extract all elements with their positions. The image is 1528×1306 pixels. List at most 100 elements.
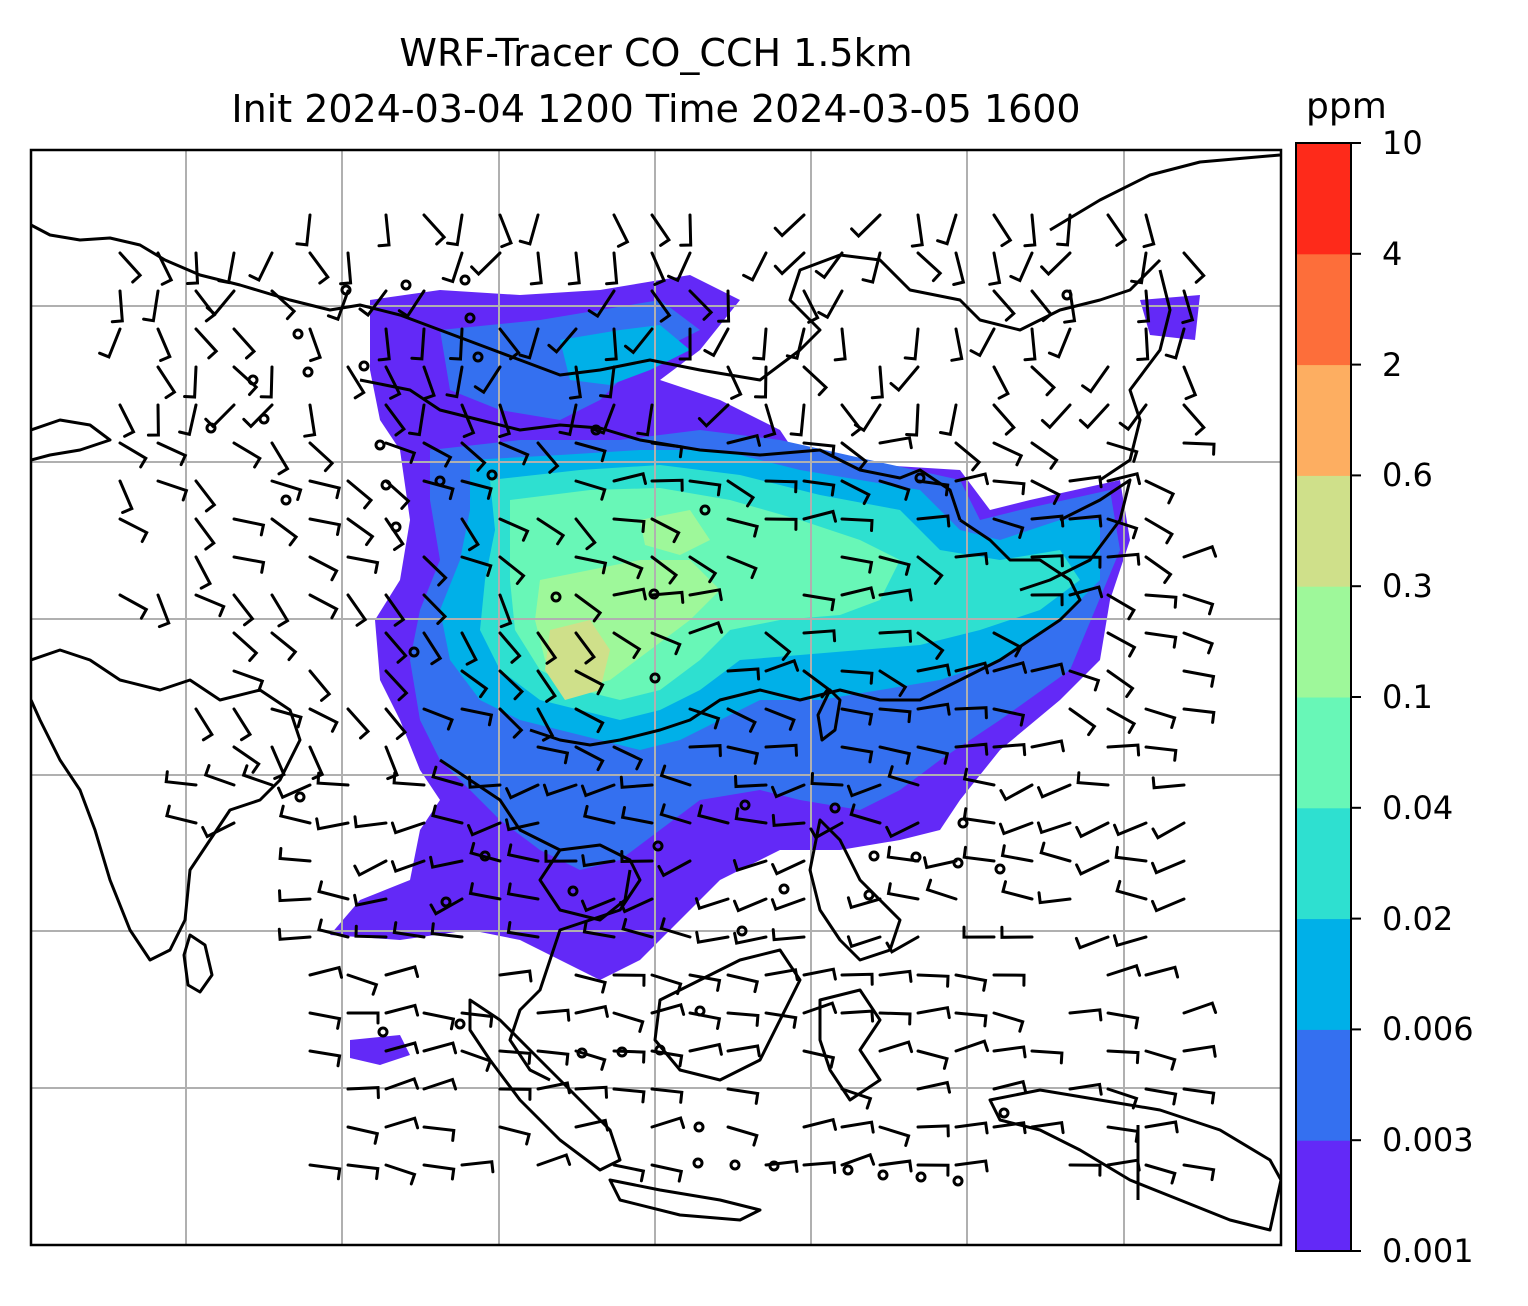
colorbar-frame <box>1295 142 1352 1252</box>
wind-barb <box>422 1163 456 1181</box>
wind-barb <box>1076 771 1110 787</box>
wind-barb <box>650 478 684 492</box>
calm-wind-marker <box>408 646 420 658</box>
wind-barb <box>498 1087 532 1101</box>
wind-barb <box>916 1005 951 1020</box>
wind-barb <box>431 804 464 825</box>
wind-barb <box>954 441 982 472</box>
wind-barb <box>624 327 654 355</box>
wind-barb <box>764 707 796 731</box>
wind-barb <box>1106 593 1136 621</box>
wind-barb <box>1182 251 1206 284</box>
wind-barb <box>232 365 259 396</box>
wind-barb <box>568 365 583 400</box>
wind-barb <box>962 845 996 863</box>
wind-barb <box>1182 669 1216 688</box>
wind-barb <box>574 593 603 623</box>
wind-barb <box>469 841 502 863</box>
wind-barb <box>657 859 692 878</box>
wind-barb <box>460 555 493 577</box>
wind-barb <box>353 859 388 877</box>
wind-barb <box>734 807 768 825</box>
wind-barb <box>498 669 525 701</box>
wind-barb <box>659 764 692 787</box>
wind-barb <box>429 897 464 916</box>
wind-barb <box>1068 1163 1102 1177</box>
wind-barb <box>726 745 760 765</box>
wind-barb <box>498 327 521 361</box>
wind-barb <box>354 924 388 939</box>
wind-barb <box>422 593 448 625</box>
wind-barb <box>422 365 436 401</box>
wind-barb <box>814 251 844 280</box>
wind-barb <box>1144 517 1174 545</box>
colorbar-tick-label: 0.003 <box>1382 1121 1474 1160</box>
calm-wind-marker <box>994 863 1006 875</box>
calm-wind-marker <box>649 672 661 684</box>
wind-barb <box>840 972 874 986</box>
wind-barb <box>659 803 692 825</box>
wind-barb <box>939 403 958 437</box>
wind-barb <box>384 965 420 978</box>
colorbar-unit: ppm <box>1306 86 1387 127</box>
wind-barb <box>346 1011 380 1025</box>
wind-barb <box>270 745 286 780</box>
wind-barb <box>156 441 188 467</box>
wind-barb <box>771 783 806 799</box>
wind-barb <box>1030 554 1064 568</box>
wind-barb <box>1000 925 1034 939</box>
wind-barb <box>460 1011 494 1028</box>
wind-barb <box>954 1011 988 1028</box>
wind-barb <box>544 849 578 863</box>
wind-barb <box>954 1159 989 1173</box>
colorbar-tick-label: 0.02 <box>1382 899 1454 938</box>
wind-barb <box>110 289 124 324</box>
wind-barb <box>840 1152 876 1167</box>
wind-barb <box>98 327 122 359</box>
wind-barb <box>592 403 616 435</box>
wind-barb <box>1182 1163 1216 1182</box>
wind-barb <box>242 403 274 429</box>
wind-barb <box>925 878 958 901</box>
wind-barb <box>1030 289 1054 323</box>
wind-barb <box>241 764 274 787</box>
wind-barb <box>878 629 912 643</box>
coastline-india <box>31 648 302 962</box>
wind-barb <box>952 251 966 286</box>
wind-barb <box>460 707 494 727</box>
wind-barb <box>1030 1049 1064 1065</box>
wind-barb <box>308 669 332 702</box>
wind-barb <box>870 365 884 400</box>
wind-barb <box>840 669 874 685</box>
wind-barb <box>734 775 768 789</box>
wind-barb <box>1068 475 1103 489</box>
wind-barb <box>308 593 339 620</box>
wind-barb <box>506 882 540 901</box>
wind-barb <box>1182 403 1206 436</box>
coastline-northeast <box>1049 153 1281 232</box>
wind-barb <box>1000 844 1034 863</box>
wind-barb <box>802 1160 837 1174</box>
wind-barb <box>1030 365 1057 397</box>
wind-barb <box>270 631 298 662</box>
wind-barb <box>308 1011 342 1030</box>
wind-barb <box>574 669 605 696</box>
wind-barb <box>346 593 368 627</box>
wind-barb <box>422 1011 456 1031</box>
wind-barb <box>1144 631 1178 649</box>
calm-wind-marker <box>400 279 412 291</box>
wind-barb <box>277 783 312 800</box>
wind-barb <box>679 213 693 247</box>
wind-barb <box>954 742 989 756</box>
wind-barb <box>697 403 730 428</box>
wind-barb <box>1144 479 1176 505</box>
wind-barb <box>384 1003 420 1017</box>
wind-barb <box>992 1045 1027 1059</box>
wind-barb <box>688 588 723 602</box>
calm-wind-marker <box>915 1171 927 1183</box>
wind-barb <box>916 514 951 528</box>
calm-wind-marker <box>459 274 471 286</box>
wind-barb <box>536 1049 570 1066</box>
wind-barb <box>916 251 943 283</box>
wind-barb <box>498 555 526 585</box>
